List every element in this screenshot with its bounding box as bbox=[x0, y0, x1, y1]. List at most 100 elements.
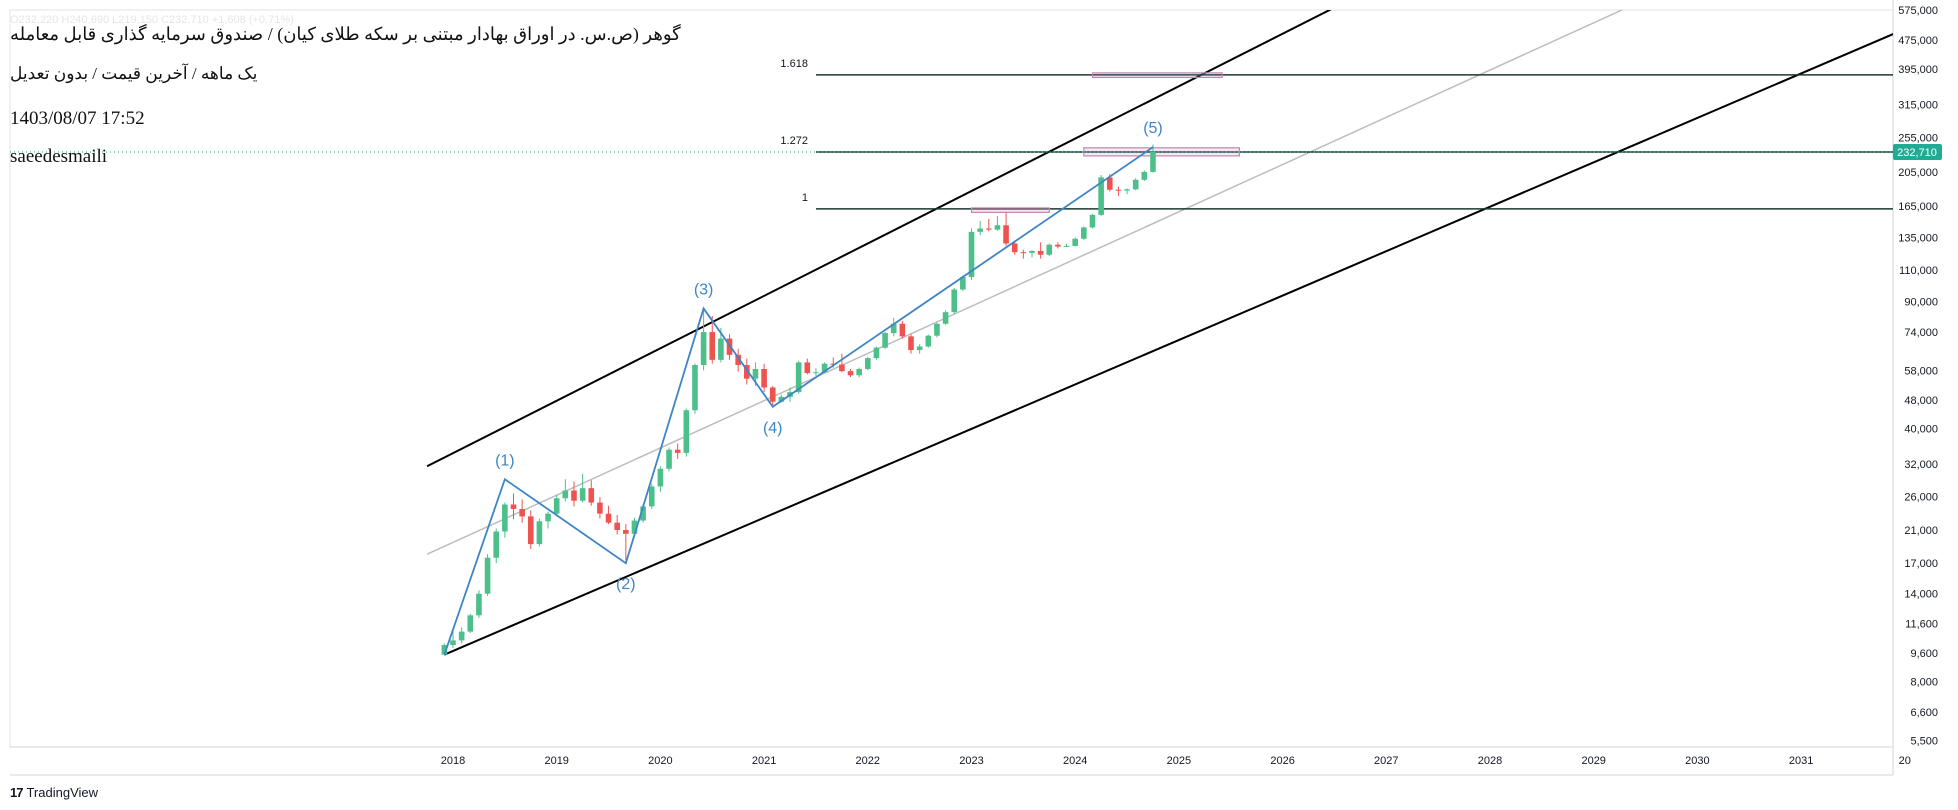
candle-body bbox=[1003, 225, 1009, 244]
price-tick-label: 74,000 bbox=[1904, 327, 1938, 339]
candle-body bbox=[856, 368, 862, 376]
candle-body bbox=[588, 488, 595, 503]
candle-body bbox=[985, 228, 992, 230]
candle-body bbox=[795, 362, 802, 393]
candle-body bbox=[1141, 171, 1148, 180]
candle-body bbox=[821, 363, 828, 373]
candle-body bbox=[908, 336, 914, 351]
target-zone bbox=[1083, 147, 1240, 157]
candle-body bbox=[648, 486, 655, 507]
target-zone bbox=[970, 207, 1050, 213]
tradingview-logo[interactable]: 17 TradingView bbox=[10, 785, 98, 800]
candle-body bbox=[1089, 214, 1096, 228]
price-tick-label: 48,000 bbox=[1904, 395, 1938, 407]
time-tick-label: 2024 bbox=[1063, 755, 1087, 767]
tradingview-logo-text: TradingView bbox=[26, 785, 99, 800]
candle-body bbox=[1063, 245, 1070, 247]
candle-body bbox=[778, 396, 785, 402]
candle-body bbox=[579, 488, 586, 501]
candle-body bbox=[934, 323, 940, 336]
price-tick-label: 475,000 bbox=[1898, 35, 1938, 47]
price-tick-label: 315,000 bbox=[1898, 99, 1938, 111]
candle-body bbox=[761, 368, 767, 388]
time-tick-label: 2022 bbox=[856, 755, 880, 767]
elliott-wave-layer: (1) (2) (3) (4) (5) bbox=[443, 120, 1163, 655]
price-axis[interactable]: 575,000 475,000 395,000 315,000 255,000 205,0… bbox=[1893, 5, 1942, 748]
price-tick-label: 5,500 bbox=[1910, 736, 1938, 748]
candle-body bbox=[450, 640, 456, 646]
candle-body bbox=[553, 498, 560, 514]
chart-subtitle: یک ماهه / آخرین قیمت / بدون تعدیل bbox=[10, 64, 258, 83]
candle-body bbox=[605, 513, 612, 523]
candle-body bbox=[674, 449, 681, 453]
price-tick-label: 575,000 bbox=[1898, 5, 1938, 17]
tradingview-icon: 17 bbox=[10, 785, 24, 800]
candle-body bbox=[657, 468, 664, 487]
candle-body bbox=[467, 615, 474, 632]
candle-body bbox=[916, 346, 923, 351]
price-tick-label: 8,000 bbox=[1910, 677, 1938, 689]
price-tick-label: 26,000 bbox=[1904, 491, 1938, 503]
chart-title: گوهر (ص.س. در اوراق بهادار مبتنی بر سکه … bbox=[10, 24, 681, 44]
time-tick-label: 2029 bbox=[1581, 755, 1605, 767]
candle-body bbox=[847, 371, 854, 376]
channel-layer bbox=[426, 10, 1893, 656]
last-price-tag-label: 232,710 bbox=[1897, 147, 1937, 159]
time-tick-label: 2026 bbox=[1270, 755, 1294, 767]
channel-line-upper bbox=[426, 10, 1332, 468]
wave-label: (3) bbox=[694, 281, 714, 298]
candle-body bbox=[1150, 152, 1156, 172]
wave-label: (5) bbox=[1143, 120, 1163, 137]
candle-body bbox=[1081, 227, 1087, 239]
price-tick-label: 135,000 bbox=[1898, 233, 1938, 245]
candle-body bbox=[1124, 189, 1130, 191]
candle-body bbox=[873, 347, 880, 359]
candle-body bbox=[1055, 244, 1061, 247]
candle-body bbox=[700, 332, 707, 366]
candle-body bbox=[813, 372, 819, 374]
candle-body bbox=[865, 358, 871, 369]
fib-level-label: 1.272 bbox=[780, 135, 808, 147]
candle-body bbox=[562, 490, 569, 499]
candle-body bbox=[502, 504, 508, 532]
time-tick-label: 2018 bbox=[441, 755, 465, 767]
candle-body bbox=[718, 338, 724, 360]
candle-body bbox=[640, 506, 646, 521]
last-price-tag bbox=[1893, 144, 1942, 160]
candle-body bbox=[631, 520, 638, 534]
price-tick-label: 11,600 bbox=[1905, 618, 1938, 630]
candle-body bbox=[890, 323, 897, 334]
candle-body bbox=[614, 522, 620, 530]
time-axis[interactable]: 2018 2019 2020 2021 2022 2023 2024 2025 2026 2027… bbox=[441, 755, 1911, 767]
price-tick-label: 395,000 bbox=[1898, 64, 1938, 76]
candle-body bbox=[1037, 250, 1044, 255]
candle-body bbox=[882, 333, 888, 348]
candle-body bbox=[1098, 177, 1104, 215]
wave-label: (4) bbox=[763, 420, 783, 437]
price-tick-label: 90,000 bbox=[1904, 296, 1938, 308]
candle-body bbox=[683, 410, 690, 453]
candle-body bbox=[692, 365, 698, 411]
candle-body bbox=[1011, 243, 1018, 253]
price-tick-label: 40,000 bbox=[1904, 424, 1938, 436]
fib-level-label: 1.618 bbox=[780, 58, 808, 70]
time-tick-label: 2020 bbox=[648, 755, 672, 767]
price-tick-label: 110,000 bbox=[1899, 265, 1938, 277]
candle-body bbox=[1046, 244, 1053, 255]
price-tick-label: 32,000 bbox=[1904, 459, 1938, 471]
chart-datetime: 1403/08/07 17:52 bbox=[10, 108, 145, 129]
candle-body bbox=[536, 521, 543, 545]
candle-body bbox=[1072, 238, 1078, 246]
time-tick-label: 2023 bbox=[959, 755, 983, 767]
price-tick-label: 14,000 bbox=[1904, 589, 1938, 601]
wave-label: (1) bbox=[495, 452, 515, 469]
candle-body bbox=[458, 631, 465, 641]
candle-body bbox=[899, 323, 906, 337]
candle-body bbox=[510, 504, 517, 510]
candle-body bbox=[623, 529, 629, 534]
candle-body bbox=[752, 368, 759, 379]
candle-body bbox=[519, 509, 525, 517]
candle-body bbox=[769, 387, 776, 402]
time-tick-label: 2019 bbox=[544, 755, 568, 767]
